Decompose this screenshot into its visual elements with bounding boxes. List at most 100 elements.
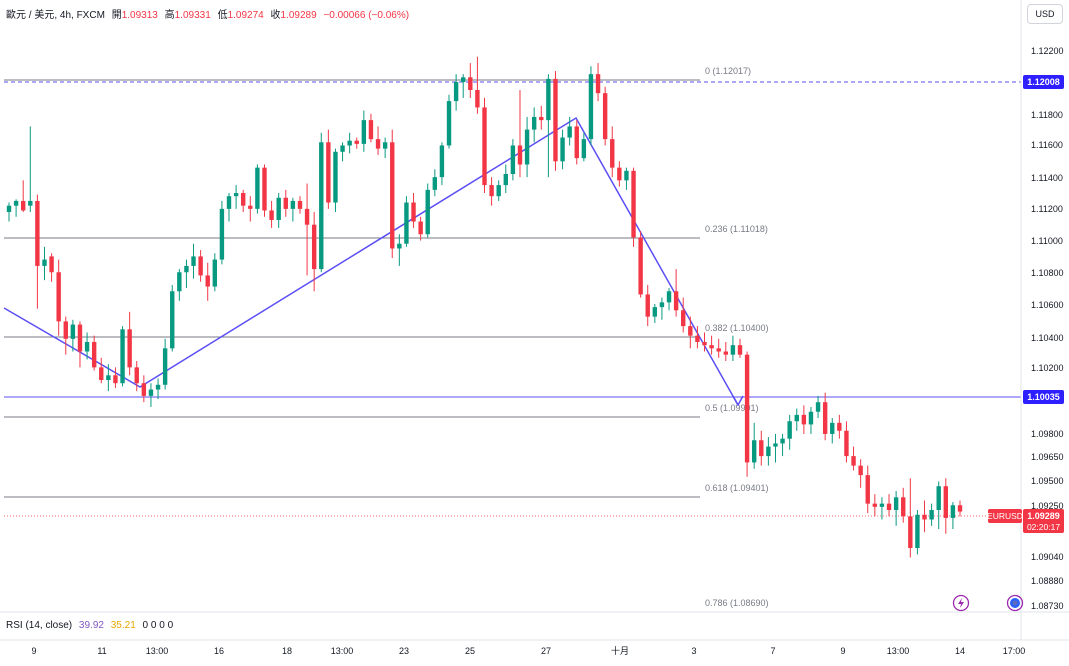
price-tick-label: 1.09650 [1031, 452, 1064, 462]
fib-level-label: 0.618 (1.09401) [705, 483, 769, 493]
symbol-title[interactable]: 歐元 / 美元, 4h, FXCM [6, 10, 105, 21]
candle-body [120, 329, 125, 384]
candle-body [241, 193, 246, 206]
candle-body [901, 497, 906, 517]
candle-body [751, 440, 757, 463]
target-icon[interactable] [1006, 594, 1024, 612]
price-tick-label: 1.10600 [1031, 300, 1064, 310]
price-badge-mid: 1.10035 [1027, 392, 1060, 402]
candle-body [482, 107, 487, 186]
candle-body [184, 265, 189, 273]
candle-body [77, 324, 83, 352]
candle-body [212, 259, 218, 287]
high-label: 高 [164, 10, 175, 21]
candle-body [851, 456, 856, 466]
candle-body [326, 142, 331, 203]
candle-body [893, 497, 899, 510]
close-label: 收 [270, 10, 281, 21]
candle-body [517, 145, 523, 165]
candle-body [567, 126, 572, 138]
candle-body [546, 78, 551, 121]
candle-body [84, 341, 90, 352]
candle-body [70, 324, 76, 339]
candle-body [830, 422, 835, 434]
candle-body [744, 354, 750, 463]
candle-body [432, 177, 438, 190]
candle-body [872, 503, 878, 507]
time-tick-label: 23 [399, 646, 409, 656]
candle-body [815, 402, 821, 412]
candle-body [340, 145, 345, 152]
candle-body [461, 77, 466, 83]
candle-body [354, 140, 359, 144]
candle-body [418, 221, 423, 235]
candle-body [489, 185, 494, 197]
zigzag-arrowhead [732, 395, 744, 407]
candle-body [688, 326, 693, 336]
candle-body [645, 294, 650, 317]
candle-body [737, 345, 743, 355]
candle-body [617, 167, 622, 181]
candle-body [99, 367, 104, 381]
time-axis[interactable]: 9 11 13:00 16 18 13:00 23 25 27 十月 3 7 9 13:00 14 17:00 [0, 611, 1069, 656]
price-badge-top-bg [1023, 75, 1064, 89]
candle-body [886, 503, 892, 510]
candle-body [602, 93, 608, 140]
candle-body [219, 208, 225, 260]
candle-body [91, 341, 97, 368]
price-badge-top: 1.12008 [1027, 77, 1060, 87]
candle-body [446, 101, 452, 146]
rsi-extra-values: 0 0 0 0 [142, 620, 174, 631]
candle-body [801, 414, 807, 425]
candle-body [723, 351, 728, 355]
chart-tool-icons[interactable] [952, 594, 1024, 612]
price-tick-label: 1.11200 [1031, 204, 1063, 214]
candle-body [13, 200, 19, 206]
zigzag-drawing[interactable] [3, 116, 744, 407]
symbol-badge: EURUSD [987, 511, 1023, 521]
fib-level-label: 0.786 (1.08690) [705, 598, 769, 608]
candle-body [319, 142, 324, 270]
candle-body [205, 275, 210, 287]
price-tick-label: 1.08730 [1031, 601, 1064, 611]
lightning-icon[interactable] [952, 594, 970, 612]
candle-body [510, 145, 516, 174]
rsi-ma-value: 35.21 [110, 620, 136, 631]
time-tick-label: 13:00 [331, 646, 354, 656]
candle-body [468, 77, 473, 90]
zigzag-path [3, 116, 739, 406]
high-value: 1.09331 [174, 10, 211, 21]
rsi-legend[interactable]: RSI (14, close) 39.92 35.21 0 0 0 0 [6, 620, 173, 631]
rsi-value: 39.92 [78, 620, 104, 631]
candle-body [170, 291, 175, 349]
time-tick-label: 13:00 [887, 646, 910, 656]
candle-body [666, 291, 672, 303]
symbol-badge-bg [988, 509, 1022, 523]
candle-body [652, 307, 658, 317]
price-badge-mid-bg [1023, 390, 1064, 404]
candle-body [588, 74, 594, 140]
candle-body [595, 74, 601, 94]
candle-body [63, 321, 68, 339]
currency-button[interactable]: USD [1027, 4, 1063, 24]
candle-body [35, 200, 40, 266]
candle-body [730, 345, 736, 355]
candle-body [865, 475, 870, 504]
change-value: −0.00066 (−0.06%) [323, 10, 410, 21]
candle-body [311, 224, 317, 270]
candle-body [382, 142, 388, 149]
candle-body [425, 189, 430, 235]
candle-body [943, 486, 949, 518]
candle-body [631, 170, 636, 238]
price-axis[interactable]: 1.12200 1.11800 1.11600 1.11400 1.11200 1.110… [1020, 0, 1064, 640]
candle-body [553, 78, 558, 162]
candle-body [42, 259, 47, 266]
candle-body [879, 503, 885, 507]
price-tick-label: 1.09500 [1031, 476, 1064, 486]
low-value: 1.09274 [227, 10, 264, 21]
horizontal-lines[interactable] [4, 81, 1021, 517]
price-tick-label: 1.11000 [1031, 236, 1063, 246]
time-tick-label: 17:00 [1003, 646, 1026, 656]
